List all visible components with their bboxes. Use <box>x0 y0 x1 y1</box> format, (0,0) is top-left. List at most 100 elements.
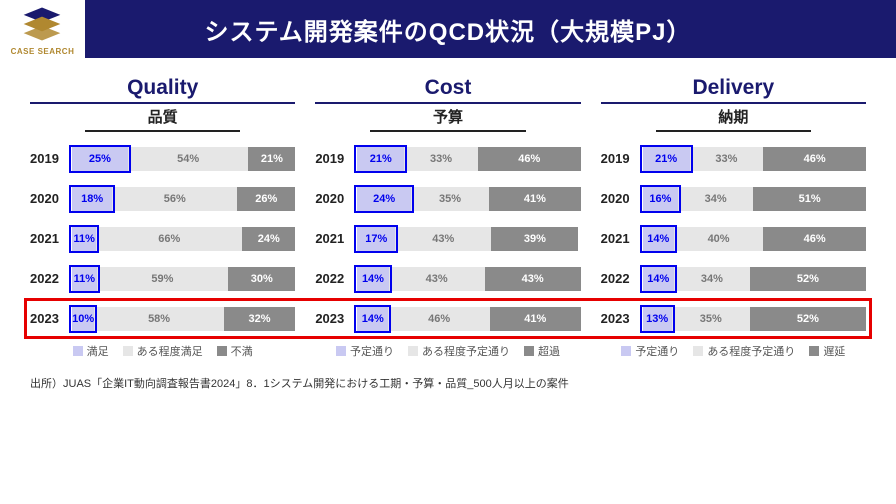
bar-segment-3: 32% <box>224 307 295 331</box>
row-year: 2022 <box>30 271 72 286</box>
bar-row: 202024%35%41% <box>315 182 580 215</box>
legend-item: 不満 <box>217 343 253 359</box>
bar-row: 202018%56%26% <box>30 182 295 215</box>
bar-segment-3: 24% <box>242 227 295 251</box>
bar-segment-1: 10% <box>72 307 94 331</box>
bar-row: 202211%59%30% <box>30 262 295 295</box>
legend-swatch <box>73 346 83 356</box>
header-bar: CASE SEARCH システム開発案件のQCD状況（大規模PJ） <box>0 0 896 58</box>
row-year: 2020 <box>30 191 72 206</box>
legend-swatch <box>524 346 534 356</box>
bar-segment-2: 34% <box>674 267 750 291</box>
column-subtitle: 予算 <box>370 104 525 132</box>
bar-segment-3: 43% <box>485 267 581 291</box>
column-title: Cost <box>315 76 580 104</box>
legend-swatch <box>693 346 703 356</box>
bar-segment-2: 34% <box>678 187 753 211</box>
stacked-bar: 13%35%52% <box>643 307 866 331</box>
stacked-bar: 17%43%39% <box>357 227 580 251</box>
legend-item: ある程度予定通り <box>408 343 510 359</box>
row-year: 2019 <box>30 151 72 166</box>
bar-segment-1: 11% <box>72 267 97 291</box>
bar-segment-1: 16% <box>643 187 678 211</box>
stacked-bar: 11%59%30% <box>72 267 295 291</box>
bar-segment-1: 13% <box>643 307 672 331</box>
bar-segment-3: 41% <box>490 307 581 331</box>
legend-label: ある程度満足 <box>137 343 203 359</box>
legend-label: 遅延 <box>823 343 845 359</box>
bar-segment-2: 59% <box>97 267 229 291</box>
bar-segment-1: 24% <box>357 187 411 211</box>
row-year: 2019 <box>601 151 643 166</box>
row-year: 2023 <box>30 311 72 326</box>
legend-item: 予定通り <box>336 343 394 359</box>
bar-row: 202313%35%52% <box>601 302 866 335</box>
legend-item: 予定通り <box>621 343 679 359</box>
legend-label: 超過 <box>538 343 560 359</box>
row-year: 2020 <box>601 191 643 206</box>
column-title: Delivery <box>601 76 866 104</box>
bar-segment-1: 14% <box>357 307 388 331</box>
bar-segment-2: 43% <box>395 227 491 251</box>
legend-swatch <box>336 346 346 356</box>
bar-row: 202016%34%51% <box>601 182 866 215</box>
legend-swatch <box>621 346 631 356</box>
bar-segment-2: 33% <box>404 147 478 171</box>
bar-segment-1: 21% <box>643 147 690 171</box>
stacked-bar: 25%54%21% <box>72 147 295 171</box>
logo-text: CASE SEARCH <box>11 47 75 56</box>
legend-label: 満足 <box>87 343 109 359</box>
bar-segment-3: 51% <box>753 187 866 211</box>
legend-label: 不満 <box>231 343 253 359</box>
legend: 予定通りある程度予定通り 超過 <box>315 343 580 359</box>
bar-segment-3: 52% <box>750 267 866 291</box>
stack-icon <box>20 2 64 46</box>
legend-item: 遅延 <box>809 343 845 359</box>
bar-segment-1: 14% <box>643 227 674 251</box>
bar-segment-3: 21% <box>248 147 295 171</box>
stacked-bar: 14%46%41% <box>357 307 580 331</box>
legend-swatch <box>809 346 819 356</box>
legend-item: ある程度満足 <box>123 343 203 359</box>
stacked-bar: 21%33%46% <box>643 147 866 171</box>
bar-segment-2: 43% <box>389 267 485 291</box>
bar-segment-3: 46% <box>478 147 581 171</box>
stacked-bar: 16%34%51% <box>643 187 866 211</box>
bar-segment-3: 26% <box>237 187 295 211</box>
legend: 満足 ある程度満足 不満 <box>30 343 295 359</box>
bar-segment-2: 66% <box>96 227 242 251</box>
row-year: 2023 <box>315 311 357 326</box>
row-year: 2022 <box>315 271 357 286</box>
row-year: 2021 <box>315 231 357 246</box>
bar-segment-3: 41% <box>489 187 581 211</box>
bar-segment-1: 18% <box>72 187 112 211</box>
column-subtitle: 品質 <box>85 104 240 132</box>
bar-segment-2: 33% <box>690 147 764 171</box>
bar-segment-1: 25% <box>72 147 128 171</box>
row-year: 2019 <box>315 151 357 166</box>
bar-row: 202314%46%41% <box>315 302 580 335</box>
column-subtitle: 納期 <box>656 104 811 132</box>
legend-item: 超過 <box>524 343 560 359</box>
legend: 予定通り ある程度予定通り 遅延 <box>601 343 866 359</box>
legend-item: ある程度予定通り <box>693 343 795 359</box>
chart-column-quality: Quality品質201925%54%21%202018%56%26%20211… <box>30 76 295 359</box>
chart-column-cost: Cost予算201921%33%46%202024%35%41%202117%4… <box>315 76 580 359</box>
bar-segment-1: 14% <box>643 267 674 291</box>
legend-label: ある程度予定通り <box>707 343 795 359</box>
bar-row: 202117%43%39% <box>315 222 580 255</box>
bar-segment-1: 14% <box>357 267 388 291</box>
bar-row: 202111%66%24% <box>30 222 295 255</box>
bar-segment-2: 56% <box>112 187 237 211</box>
bar-segment-1: 21% <box>357 147 404 171</box>
bar-segment-1: 17% <box>357 227 395 251</box>
bar-segment-2: 40% <box>674 227 763 251</box>
logo: CASE SEARCH <box>0 0 85 58</box>
bar-row: 202310%58%32% <box>30 302 295 335</box>
row-year: 2022 <box>601 271 643 286</box>
bar-segment-2: 35% <box>411 187 489 211</box>
bar-segment-3: 46% <box>763 147 866 171</box>
stacked-bar: 14%43%43% <box>357 267 580 291</box>
stacked-bar: 24%35%41% <box>357 187 580 211</box>
bar-segment-3: 46% <box>763 227 866 251</box>
